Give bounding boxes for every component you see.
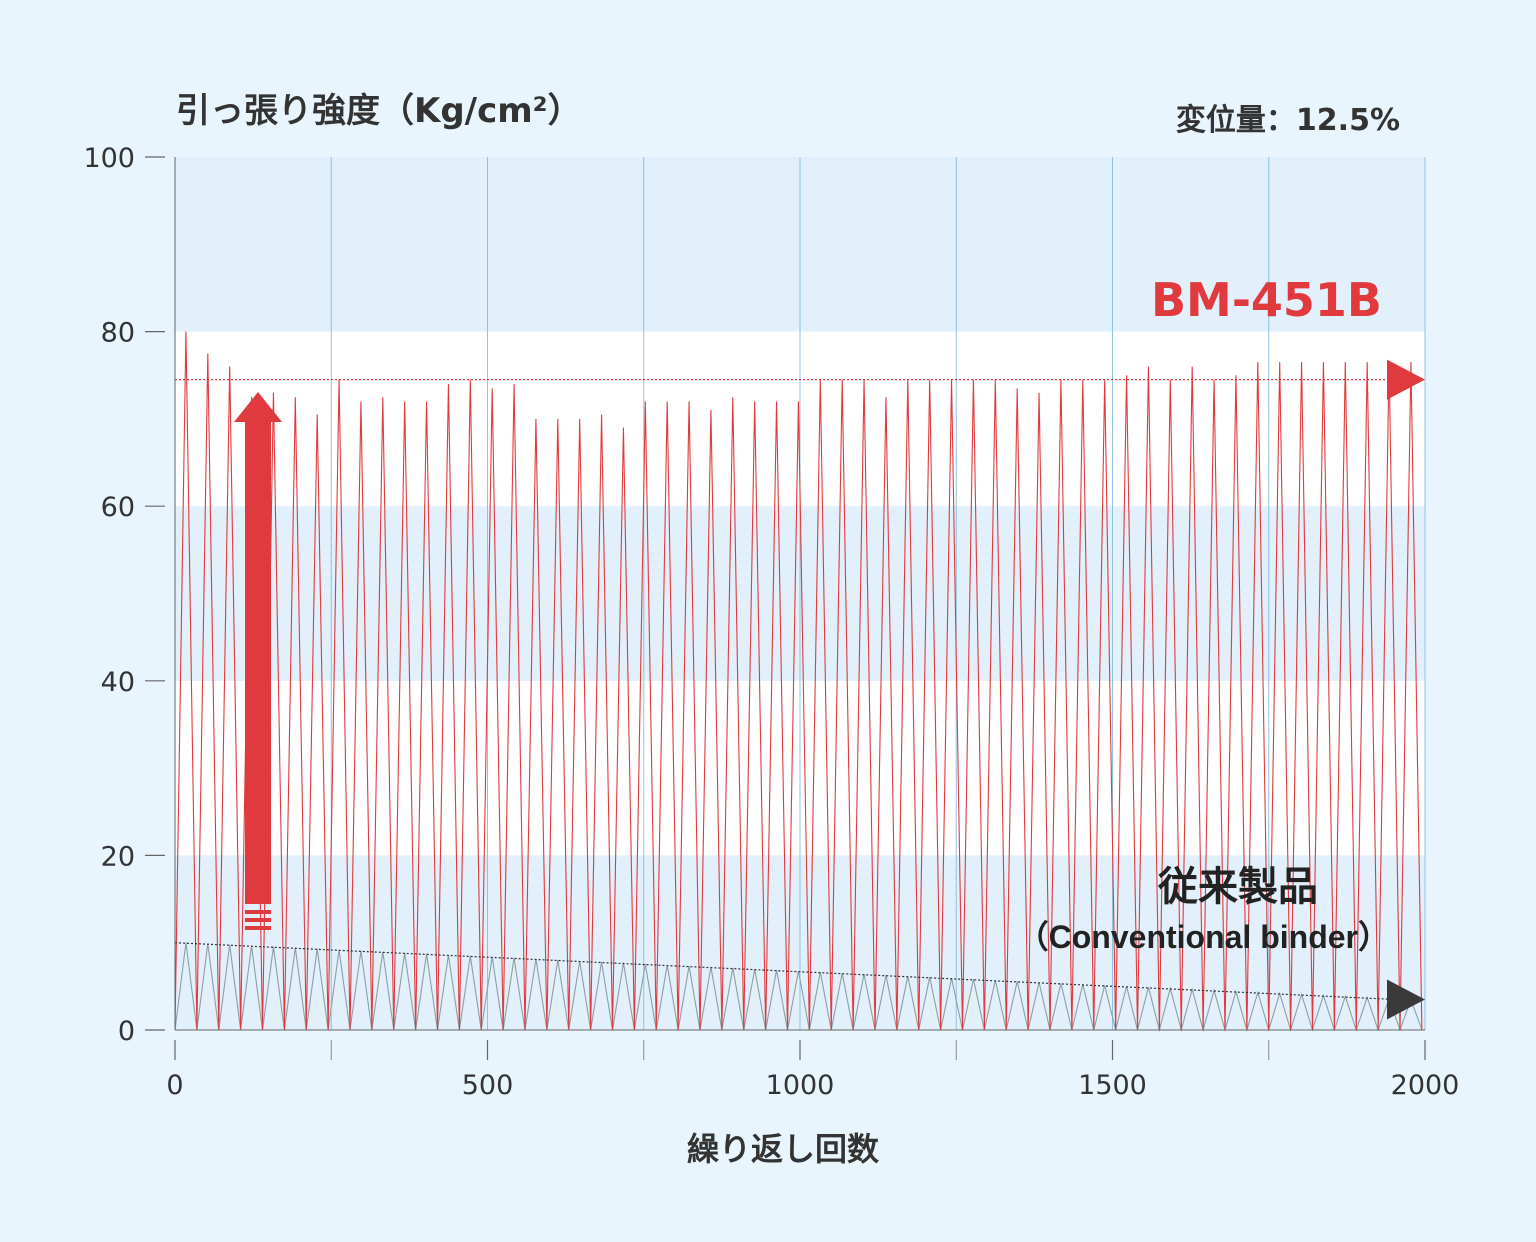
conventional-trend-arrow: [1387, 979, 1425, 1020]
x-axis-label: 繰り返し回数: [687, 1130, 880, 1168]
y-tick-label-80: 80: [101, 318, 135, 349]
bm-451b-line: [174, 331, 1423, 1031]
bm-451b-series: [174, 331, 1423, 1031]
arrow-tail-stripe-0: [245, 910, 271, 914]
y-tick-label-60: 60: [101, 492, 135, 523]
y-tick-label-100: 100: [83, 143, 135, 174]
x-tick-label-1000: 1000: [766, 1070, 835, 1101]
trend-lines: [174, 359, 1425, 1020]
series-label-bm-451b: BM-451B: [1151, 273, 1382, 327]
x-tick-label-2000: 2000: [1391, 1070, 1460, 1101]
x-tick-label-1500: 1500: [1078, 1070, 1147, 1101]
condition-label: 変位量：12.5%: [1176, 103, 1400, 138]
arrow-shaft: [245, 420, 271, 904]
y-tick-label-0: 0: [118, 1016, 135, 1047]
conventional-trend-line: [174, 942, 1396, 1001]
arrow-tail-stripe-2: [245, 926, 271, 930]
chart-title: 引っ張り強度（Kg/cm²）: [176, 91, 582, 131]
y-tick-label-20: 20: [101, 841, 135, 872]
bm-451b-trend-arrow: [1387, 359, 1425, 400]
series-label-conventional: 従来製品: [1157, 864, 1318, 910]
arrow-head: [234, 392, 282, 422]
x-tick-label-500: 500: [462, 1070, 514, 1101]
arrow-tail-stripe-1: [245, 918, 271, 922]
y-tick-label-40: 40: [101, 667, 135, 698]
vertical-gridlines: [174, 157, 1426, 1030]
improvement-arrow: [234, 392, 282, 930]
x-tick-label-0: 0: [166, 1070, 183, 1101]
series-sublabel-conventional: （Conventional binder）: [1017, 919, 1390, 955]
